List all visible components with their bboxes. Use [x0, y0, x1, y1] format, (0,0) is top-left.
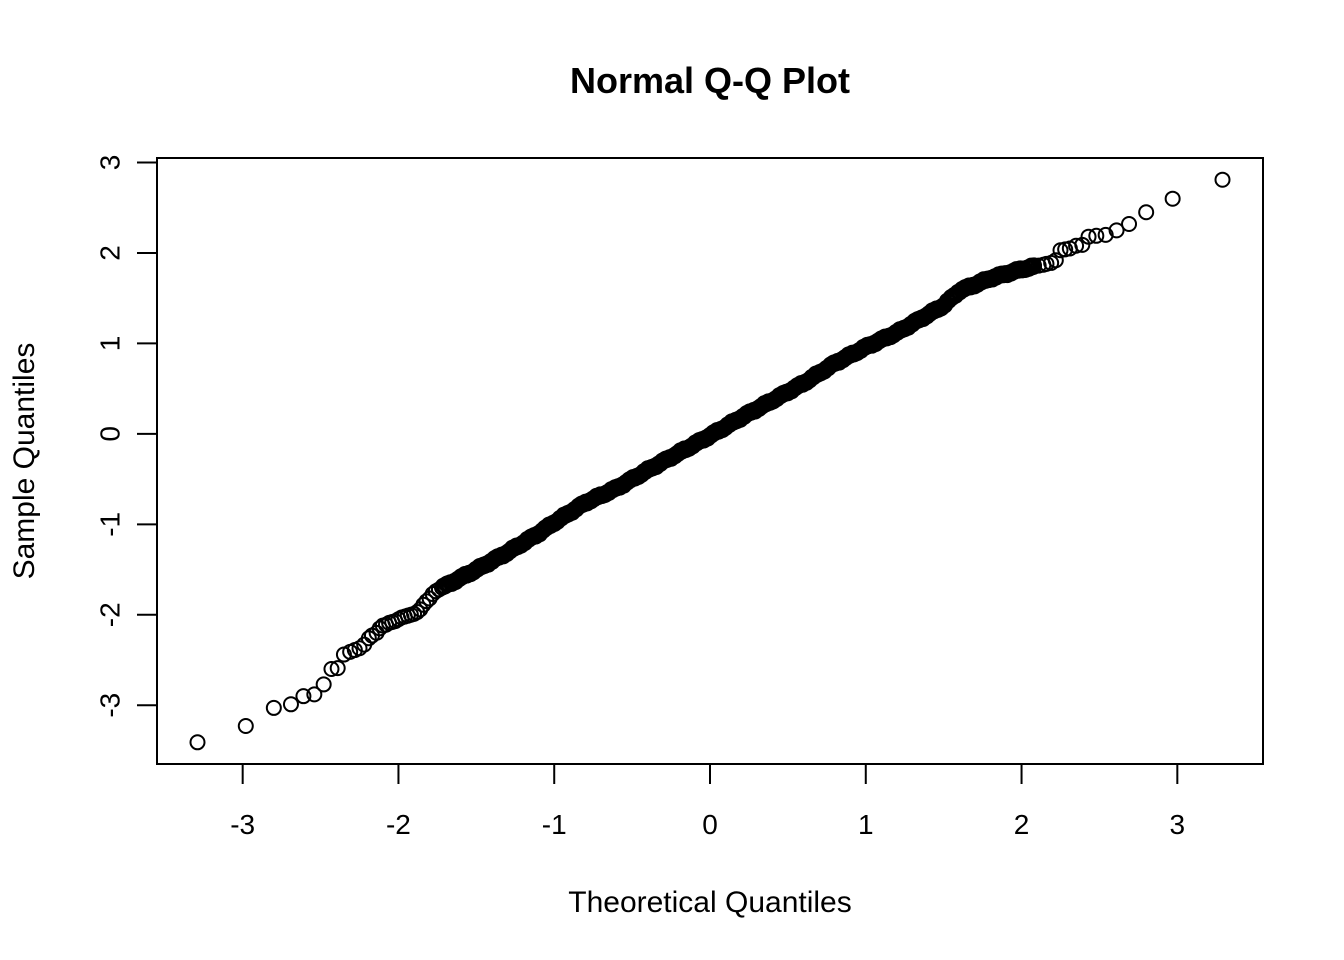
x-tick-label: 2	[1014, 809, 1030, 840]
data-point	[1068, 237, 1085, 254]
data-point	[434, 579, 451, 596]
y-tick-label: -2	[95, 602, 126, 627]
data-point	[1088, 227, 1105, 244]
x-tick-label: 0	[702, 809, 718, 840]
data-point	[189, 734, 206, 751]
data-point	[315, 676, 332, 693]
data-point	[351, 640, 368, 657]
x-axis-label: Theoretical Quantiles	[568, 886, 851, 919]
data-point	[1047, 252, 1064, 269]
data-point	[282, 696, 299, 713]
data-point	[265, 699, 282, 716]
y-tick-label: -1	[95, 512, 126, 537]
data-point	[1108, 222, 1125, 239]
y-tick-label: 3	[95, 155, 126, 171]
plot-frame	[156, 157, 1264, 765]
data-point	[1138, 204, 1155, 221]
data-point	[237, 718, 254, 735]
x-tick-label: 3	[1170, 809, 1186, 840]
data-point	[1214, 171, 1231, 188]
x-tick-label: 1	[858, 809, 874, 840]
y-axis-label: Sample Quantiles	[8, 343, 41, 580]
y-tick-label: 0	[95, 426, 126, 442]
x-axis: -3 -2 -1 0 1 2 3	[230, 763, 1186, 840]
y-tick-label: 2	[95, 245, 126, 261]
data-point	[323, 661, 340, 678]
y-tick-label: 1	[95, 336, 126, 352]
x-tick-label: -1	[542, 809, 567, 840]
data-point	[306, 686, 323, 703]
data-point	[329, 660, 346, 677]
data-point	[295, 688, 312, 705]
data-point	[1164, 190, 1181, 207]
x-tick-label: -2	[386, 809, 411, 840]
y-axis: -3 -2 -1 0 1 2 3	[95, 155, 158, 718]
data-points	[189, 171, 1231, 751]
y-tick-label: -3	[95, 693, 126, 718]
chart-title: Normal Q-Q Plot	[570, 60, 850, 101]
x-tick-label: -3	[230, 809, 255, 840]
data-point	[1121, 216, 1138, 233]
data-point	[1080, 228, 1097, 245]
data-point	[1097, 226, 1114, 243]
